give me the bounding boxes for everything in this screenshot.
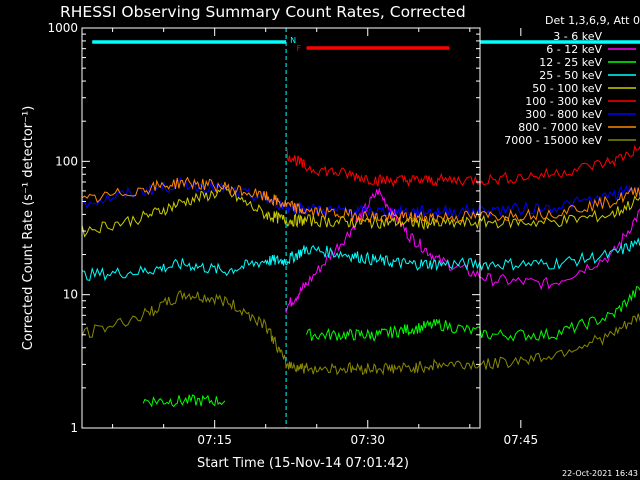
x-tick-label: 07:15 [197,433,232,447]
series-3-6-keV [285,179,640,366]
legend-item: 6 - 12 keV [546,43,636,56]
y-tick-label: 1000 [47,21,78,35]
chart-title: RHESSI Observing Summary Count Rates, Co… [60,3,466,21]
series-line [81,177,640,219]
series-line [81,237,640,282]
series-line [285,179,640,366]
legend-item: 7000 - 15000 keV [504,134,636,147]
night-label: N [290,36,296,45]
y-tick-label: 10 [63,288,78,302]
legend-label: 7000 - 15000 keV [504,134,602,147]
legend-label: 25 - 50 keV [539,69,602,82]
legend-item: 300 - 800 keV [525,108,636,121]
legend-label: 12 - 25 keV [539,56,602,69]
series-7000-15000-keV [81,290,640,376]
flag-bars: NF [92,28,640,428]
legend-item: 3 - 6 keV [553,30,636,43]
legend-label: 300 - 800 keV [525,108,602,121]
legend-label: 6 - 12 keV [546,43,602,56]
series-300-800-keV [81,177,640,219]
legend-label: 800 - 7000 keV [518,121,602,134]
legend-item: 800 - 7000 keV [518,121,636,134]
legend-label: 50 - 100 keV [532,82,602,95]
y-tick-label: 1 [70,421,78,435]
series-line [81,176,640,224]
x-axis-label: Start Time (15-Nov-14 07:01:42) [197,456,409,471]
series-50-100-keV [81,185,640,238]
legend-item: 12 - 25 keV [539,56,636,69]
legend-item: 50 - 100 keV [532,82,636,95]
x-tick-label: 07:30 [350,433,385,447]
series-line [285,144,640,188]
flare-label: F [297,44,302,53]
legend-title: Det 1,3,6,9, Att 0 [545,14,640,27]
plot-frame [81,27,481,429]
series-line [81,290,640,376]
footer-date: 22-Oct-2021 16:43 [562,469,638,478]
series-line [306,286,640,342]
legend-item: 100 - 300 keV [525,95,636,108]
y-axis-label: Corrected Count Rate (s⁻¹ detector⁻¹) [21,106,36,351]
y-tick-label: 100 [55,154,78,168]
series-12-25-keV [142,286,640,408]
legend-label: 100 - 300 keV [525,95,602,108]
series-line [81,185,640,238]
series-800-7000-keV [81,176,640,224]
series-100-300-keV [285,144,640,188]
series-line [142,394,226,408]
legend-item: 25 - 50 keV [539,69,636,82]
x-tick-label: 07:45 [504,433,539,447]
series-25-50-keV [81,237,640,282]
series-group [81,144,640,408]
legend-label: 3 - 6 keV [553,30,602,43]
